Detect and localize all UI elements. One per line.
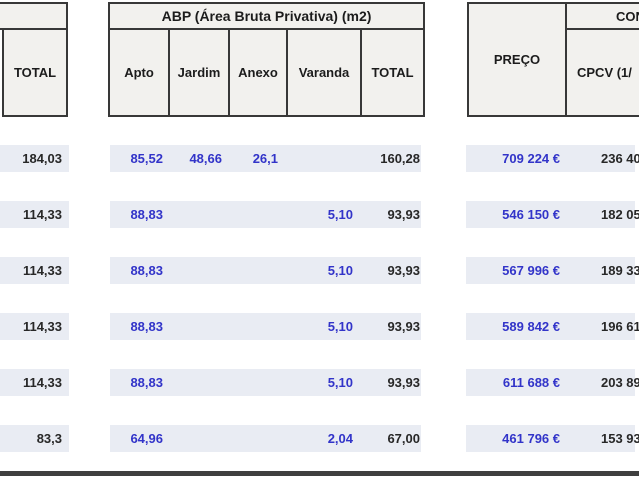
table-row: 0 114,33 88,83 5,10 93,93 611 688 € 203 …: [0, 369, 639, 396]
cell-preco: 461 796 €: [502, 431, 560, 446]
abp-col-header-total: TOTAL: [360, 28, 425, 117]
abp-col-varanda-label: Varanda: [298, 65, 350, 80]
row-band-price: [466, 201, 635, 228]
cell-anexo: [228, 313, 278, 340]
left-total-header-label: TOTAL: [13, 65, 57, 80]
cell-total: 114,33: [22, 263, 62, 278]
abp-col-header-anexo: Anexo: [228, 28, 288, 117]
cell-apto: 88,83: [130, 263, 163, 278]
cell-total: 114,33: [22, 375, 62, 390]
cell-cpcv: 203 896: [601, 375, 639, 390]
cell-varanda: 5,10: [327, 319, 353, 334]
row-band-price: [466, 369, 635, 396]
row-band-left: [0, 145, 69, 172]
preco-header-label: PREÇO: [493, 52, 541, 67]
cell-varanda: 2,04: [327, 431, 353, 446]
cell-cpcv: 189 332: [601, 263, 639, 278]
row-band-left: [0, 313, 69, 340]
cell-jardim: 48,66: [189, 151, 222, 166]
table-row: 0 83,3 64,96 2,04 67,00 461 796 € 153 93…: [0, 425, 639, 452]
cpcv-header-label: CPCV (1/: [577, 65, 632, 80]
conditions-group-label: CON: [616, 8, 639, 24]
conditions-group-header-clipped: CON: [565, 2, 639, 30]
cpcv-header-clipped: CPCV (1/: [565, 28, 639, 117]
cell-abp-total: 93,93: [387, 263, 420, 278]
cell-varanda: 5,10: [327, 263, 353, 278]
row-band-abp: [110, 201, 421, 228]
cell-varanda: 5,10: [327, 207, 353, 222]
cell-total: 114,33: [22, 207, 62, 222]
cell-abp-total: 93,93: [387, 207, 420, 222]
abp-col-total-label: TOTAL: [371, 65, 414, 80]
abp-col-header-apto: Apto: [108, 28, 170, 117]
cell-preco: 589 842 €: [502, 319, 560, 334]
left-group-header-clipped: [0, 2, 68, 30]
cell-abp-total: 93,93: [387, 319, 420, 334]
abp-group-header: ABP (Área Bruta Privativa) (m2): [108, 2, 425, 30]
row-band-left: [0, 425, 69, 452]
left-total-header: TOTAL: [2, 28, 68, 117]
row-band-abp: [110, 145, 421, 172]
cell-total: 83,3: [36, 431, 62, 446]
row-band-price: [466, 145, 635, 172]
table-row: 0 114,33 88,83 5,10 93,93 567 996 € 189 …: [0, 257, 639, 284]
cell-abp-total: 93,93: [387, 375, 420, 390]
table-row: 0 114,33 88,83 5,10 93,93 546 150 € 182 …: [0, 201, 639, 228]
cell-total: 184,03: [22, 151, 62, 166]
abp-col-anexo-label: Anexo: [238, 65, 278, 80]
cell-preco: 611 688 €: [502, 375, 560, 390]
cell-cpcv: 153 932: [601, 431, 639, 446]
cell-anexo: [228, 369, 278, 396]
cell-cpcv: 236 408: [601, 151, 639, 166]
cell-preco: 709 224 €: [502, 151, 560, 166]
cell-apto: 64,96: [130, 431, 163, 446]
preco-header: PREÇO: [467, 2, 567, 117]
cell-varanda: [303, 145, 353, 172]
cell-apto: 88,83: [130, 207, 163, 222]
row-band-abp: [110, 425, 421, 452]
row-band-abp: [110, 313, 421, 340]
table-row: 184,03 85,52 48,66 26,1 160,28 709 224 €…: [0, 145, 639, 172]
cell-abp-total: 67,00: [387, 431, 420, 446]
cell-jardim: [172, 313, 222, 340]
row-band-price: [466, 257, 635, 284]
row-band-left: [0, 257, 69, 284]
cell-varanda: 5,10: [327, 375, 353, 390]
cell-preco: 567 996 €: [502, 263, 560, 278]
cell-total: 114,33: [22, 319, 62, 334]
abp-group-label: ABP (Área Bruta Privativa) (m2): [161, 8, 372, 24]
cell-abp-total: 160,28: [380, 151, 420, 166]
row-band-left: [0, 369, 69, 396]
cell-cpcv: 196 614: [601, 319, 639, 334]
cell-cpcv: 182 050: [601, 207, 639, 222]
cell-anexo: [228, 201, 278, 228]
cell-jardim: [172, 425, 222, 452]
cell-anexo: 26,1: [252, 151, 278, 166]
cell-anexo: [228, 425, 278, 452]
table-bottom-border: [0, 471, 639, 476]
row-band-left: [0, 201, 69, 228]
cell-jardim: [172, 257, 222, 284]
cell-jardim: [172, 201, 222, 228]
cell-jardim: [172, 369, 222, 396]
cell-anexo: [228, 257, 278, 284]
cell-apto: 85,52: [130, 151, 163, 166]
table-row: 0 114,33 88,83 5,10 93,93 589 842 € 196 …: [0, 313, 639, 340]
row-band-price: [466, 425, 635, 452]
abp-col-header-varanda: Varanda: [286, 28, 362, 117]
cell-apto: 88,83: [130, 319, 163, 334]
cell-preco: 546 150 €: [502, 207, 560, 222]
row-band-abp: [110, 257, 421, 284]
row-band-abp: [110, 369, 421, 396]
row-band-price: [466, 313, 635, 340]
abp-col-jardim-label: Jardim: [177, 65, 221, 80]
abp-col-apto-label: Apto: [124, 65, 154, 80]
cell-apto: 88,83: [130, 375, 163, 390]
abp-col-header-jardim: Jardim: [168, 28, 230, 117]
